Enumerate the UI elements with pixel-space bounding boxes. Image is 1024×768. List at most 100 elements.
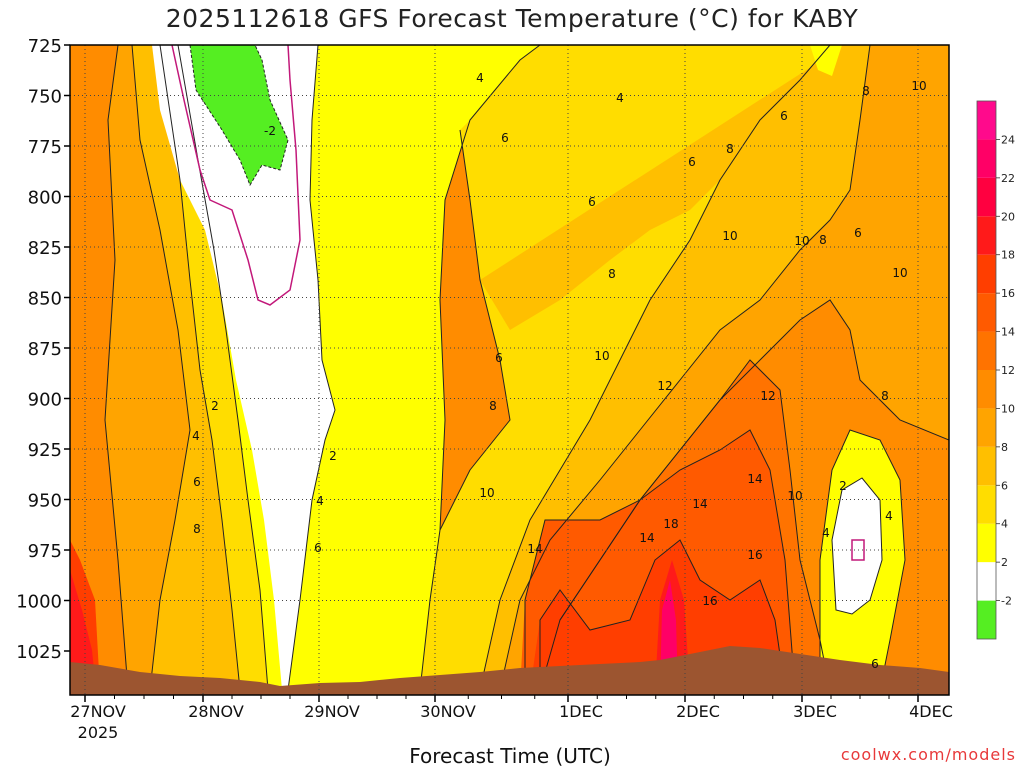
contour-label: 6 bbox=[314, 541, 322, 555]
contour-line bbox=[539, 539, 786, 691]
contour-label: 6 bbox=[688, 155, 696, 169]
temperature-band-18-20-left bbox=[70, 570, 96, 690]
x-tick-label: 30NOV bbox=[420, 702, 476, 721]
plot-frame bbox=[69, 44, 950, 696]
colorbar-swatch bbox=[977, 293, 996, 332]
contour-label: 2 bbox=[839, 479, 847, 493]
colorbar-swatch bbox=[977, 523, 996, 563]
temperature-band-below-minus-2 bbox=[190, 45, 288, 185]
contour-label: 12 bbox=[760, 389, 775, 403]
terrain-ground bbox=[70, 646, 949, 695]
colorbar-label: 24 bbox=[1001, 133, 1015, 146]
colorbar-swatch bbox=[977, 600, 996, 639]
cold-pocket-top-east bbox=[810, 45, 842, 76]
contour-label: 10 bbox=[794, 234, 809, 248]
contour-line bbox=[159, 45, 241, 691]
temperature-band-4-6-center bbox=[420, 45, 830, 690]
contour-line bbox=[131, 45, 191, 691]
contour-label: 4 bbox=[616, 91, 624, 105]
temperature-band-8-10 bbox=[105, 45, 190, 690]
contour-label: 18 bbox=[663, 517, 678, 531]
contour-label: 4 bbox=[192, 429, 200, 443]
zero-contour-line bbox=[851, 539, 865, 561]
x-tick-label: 27NOV bbox=[70, 702, 126, 721]
colorbar-label: -2 bbox=[1001, 595, 1012, 608]
contour-line bbox=[479, 45, 831, 691]
colorbar-swatch bbox=[977, 485, 996, 524]
colorbar-swatch bbox=[977, 370, 996, 409]
contour-label: 6 bbox=[501, 131, 509, 145]
contour-line bbox=[831, 477, 883, 615]
contour-label: 16 bbox=[702, 594, 717, 608]
colorbar-label: 16 bbox=[1001, 287, 1015, 300]
colorbar-swatch bbox=[977, 562, 996, 601]
colorbar-swatch bbox=[977, 101, 996, 140]
y-tick-label: 825 bbox=[28, 238, 62, 259]
contour-label: 6 bbox=[193, 475, 201, 489]
colorbar-label: 18 bbox=[1001, 249, 1015, 262]
x-tick-year-label: 2025 bbox=[78, 723, 119, 742]
colorbar-swatch bbox=[977, 446, 996, 486]
contour-label: 6 bbox=[588, 195, 596, 209]
contour-label: 4 bbox=[822, 526, 830, 540]
colorbar-label: 10 bbox=[1001, 402, 1015, 415]
colorbar-label: 6 bbox=[1001, 479, 1008, 492]
colorbar-label: 20 bbox=[1001, 210, 1015, 223]
contour-label: 8 bbox=[608, 267, 616, 281]
temperature-band-4-6 bbox=[160, 45, 268, 690]
credit-link[interactable]: coolwx.com/models bbox=[840, 745, 1016, 764]
contour-label: 8 bbox=[819, 233, 827, 247]
colorbar-swatch bbox=[977, 408, 996, 447]
colorbar-label: 4 bbox=[1001, 518, 1008, 531]
colorbar-swatch bbox=[977, 177, 996, 217]
colorbar-swatch bbox=[977, 331, 996, 370]
temperature-band-6-8 bbox=[132, 45, 240, 690]
contour-label: 8 bbox=[881, 389, 889, 403]
contour-label: 10 bbox=[479, 486, 494, 500]
chart-title: 2025112618 GFS Forecast Temperature (°C)… bbox=[165, 4, 859, 33]
contour-label: 8 bbox=[193, 522, 201, 536]
contour-line bbox=[177, 45, 269, 691]
contour-label: 6 bbox=[780, 109, 788, 123]
contour-label: 10 bbox=[594, 349, 609, 363]
colorbar-swatch bbox=[977, 254, 996, 294]
colorbar-label: 2 bbox=[1001, 556, 1008, 569]
contour-line bbox=[819, 429, 906, 691]
colorbar-swatch bbox=[977, 139, 996, 178]
y-tick-label: 875 bbox=[28, 339, 62, 360]
y-tick-label: 800 bbox=[28, 188, 62, 209]
contour-line bbox=[524, 429, 796, 691]
contour-label: 8 bbox=[862, 84, 870, 98]
y-tick-label: 1000 bbox=[16, 592, 62, 613]
y-tick-label: 950 bbox=[28, 491, 62, 512]
y-tick-label: 725 bbox=[28, 36, 62, 57]
colorbar-label: 8 bbox=[1001, 441, 1008, 454]
contour-label: 10 bbox=[787, 489, 802, 503]
contour-label: 4 bbox=[476, 71, 484, 85]
contour-label: 10 bbox=[911, 79, 926, 93]
y-tick-label: 775 bbox=[28, 137, 62, 158]
contour-label: 4 bbox=[316, 494, 324, 508]
contour-label: 12 bbox=[657, 379, 672, 393]
temperature-band-6-8-center bbox=[480, 45, 870, 690]
colorbar-label: 22 bbox=[1001, 172, 1015, 185]
contour-label: 10 bbox=[892, 266, 907, 280]
y-tick-label: 750 bbox=[28, 87, 62, 108]
y-tick-label: 1025 bbox=[16, 642, 62, 663]
contour-label: 6 bbox=[495, 351, 503, 365]
x-tick-label: 28NOV bbox=[188, 702, 244, 721]
x-tick-label: 29NOV bbox=[304, 702, 360, 721]
x-axis-title: Forecast Time (UTC) bbox=[409, 744, 611, 768]
y-tick-label: 975 bbox=[28, 541, 62, 562]
minus-two-contour-line bbox=[189, 45, 289, 187]
contour-label: 10 bbox=[722, 229, 737, 243]
contour-line bbox=[439, 45, 541, 531]
contour-label: 14 bbox=[692, 497, 707, 511]
x-tick-label: 1DEC bbox=[559, 702, 603, 721]
zero-contour-line bbox=[171, 45, 301, 306]
contour-label: 14 bbox=[639, 531, 654, 545]
colorbar-label: 14 bbox=[1001, 326, 1015, 339]
contour-label: 14 bbox=[527, 542, 542, 556]
contour-label: 4 bbox=[885, 509, 893, 523]
